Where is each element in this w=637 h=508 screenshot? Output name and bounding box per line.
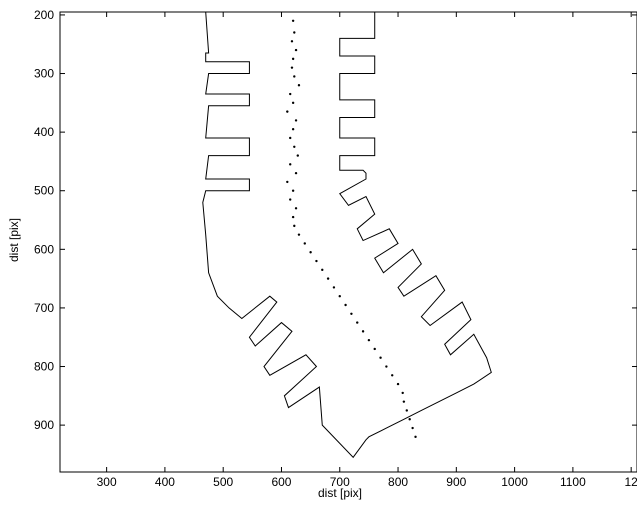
centerline-point	[293, 75, 296, 78]
y-tick-label: 300	[34, 67, 54, 81]
x-tick-label: 700	[330, 475, 350, 489]
centerline-point	[289, 163, 292, 166]
centerline-point	[309, 251, 312, 254]
centerline-point	[402, 400, 406, 403]
centerline-point	[290, 40, 294, 43]
centerline-point	[293, 31, 296, 34]
centerline-point	[326, 277, 330, 280]
centerline-point	[367, 338, 371, 342]
centerline-point	[391, 374, 394, 377]
centerline-point	[396, 382, 400, 386]
y-tick-label: 500	[34, 184, 54, 198]
centerline-point	[286, 110, 289, 113]
x-tick-label: 400	[155, 475, 175, 489]
centerline-point	[315, 259, 318, 263]
centerline-point	[294, 207, 298, 210]
road-outline	[202, 11, 492, 459]
centerline-point	[385, 365, 388, 368]
centerline-point	[289, 198, 292, 201]
centerline-point	[291, 127, 295, 131]
y-axis-label: dist [pix]	[7, 218, 21, 262]
centerline-point	[408, 418, 411, 421]
centerline-point	[293, 224, 296, 228]
centerline-point	[294, 171, 298, 175]
centerline-point	[405, 409, 408, 412]
centerline-point	[338, 295, 341, 298]
centerline-point	[291, 189, 295, 192]
centerline-point	[294, 119, 298, 122]
centerline-point	[291, 101, 295, 105]
x-tick-label: 500	[213, 475, 233, 489]
centerline-point	[356, 321, 359, 324]
centerline-point	[379, 356, 382, 359]
y-tick-label: 900	[34, 418, 54, 432]
centerline-point	[289, 136, 292, 140]
x-tick-label: 800	[388, 475, 408, 489]
centerline-point	[290, 66, 294, 69]
y-tick-label: 600	[34, 242, 54, 256]
centerline-point	[401, 391, 404, 395]
centerline-point	[411, 426, 414, 430]
centerline-point	[297, 233, 301, 236]
x-tick-label: 600	[271, 475, 291, 489]
y-tick-label: 700	[34, 301, 54, 315]
series-group	[202, 11, 492, 459]
x-tick-label: 12	[624, 475, 637, 489]
centerline-point	[332, 286, 336, 289]
centerline-point	[373, 347, 376, 351]
x-tick-label: 1000	[501, 475, 528, 489]
y-tick-label: 800	[34, 360, 54, 374]
ticks: 300 400 500 600 700 800 900 1000 1100 12 200 300 400…	[34, 8, 637, 489]
centerline-point	[414, 435, 417, 439]
centerline-point	[303, 242, 306, 245]
centerline-point	[291, 19, 295, 22]
x-tick-label: 300	[97, 475, 117, 489]
x-axis-label: dist [pix]	[318, 486, 362, 500]
y-tick-label: 200	[34, 8, 54, 22]
plot-area	[59, 11, 637, 473]
centerline-point	[344, 303, 347, 307]
x-tick-label: 900	[446, 475, 466, 489]
centerline-point	[293, 145, 296, 148]
centerline-point	[296, 154, 299, 157]
centerline-point	[286, 180, 289, 184]
centerline-point	[361, 330, 365, 333]
centerline-point	[291, 57, 295, 61]
centerline-point	[321, 268, 324, 272]
centerline-point	[297, 84, 301, 87]
centerline-point	[350, 312, 353, 315]
x-tick-label: 1100	[560, 475, 586, 489]
centerline-point	[294, 48, 298, 52]
centerline-point	[289, 92, 292, 96]
y-tick-label: 400	[34, 125, 54, 139]
centerline-point	[291, 215, 295, 219]
